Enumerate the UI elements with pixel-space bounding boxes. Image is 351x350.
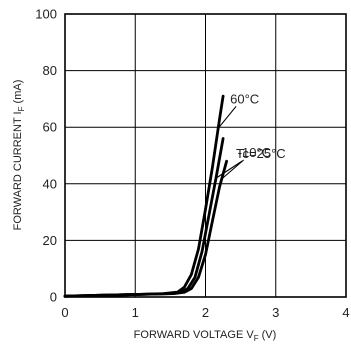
y-tick-label: 40	[43, 176, 57, 191]
y-tick-label: 100	[35, 7, 57, 22]
y-tick-label: 0	[50, 290, 57, 305]
y-tick-label: 60	[43, 120, 57, 135]
y-axis-label: FORWARD CURRENT IF (mA)	[12, 80, 26, 231]
annotation-tc-25-c: Tc=25°C	[236, 146, 286, 161]
annotation-leader-60-c	[217, 105, 237, 129]
x-tick-label: 0	[61, 305, 68, 320]
annotation-layer: 60°C Tc=25°C-10°C	[215, 91, 286, 180]
x-tick-label: 3	[272, 305, 279, 320]
grid-layer	[65, 14, 346, 297]
curve-layer	[63, 94, 229, 298]
annotation-leader-tc-25-c	[215, 160, 243, 179]
x-tick-label: 1	[132, 305, 139, 320]
x-axis-label: FORWARD VOLTAGE VF (V)	[134, 329, 277, 343]
x-tick-label: 2	[202, 305, 209, 320]
annotation-10-c: -10°C	[238, 145, 271, 160]
x-tick-label: 4	[342, 305, 349, 320]
series-line-10-c	[63, 159, 229, 298]
annotation-60-c: 60°C	[230, 91, 259, 106]
annotation-leader-10-c	[221, 159, 245, 180]
y-tick-label: 80	[43, 63, 57, 78]
plot-frame	[64, 13, 347, 298]
y-tick-label: 20	[43, 233, 57, 248]
